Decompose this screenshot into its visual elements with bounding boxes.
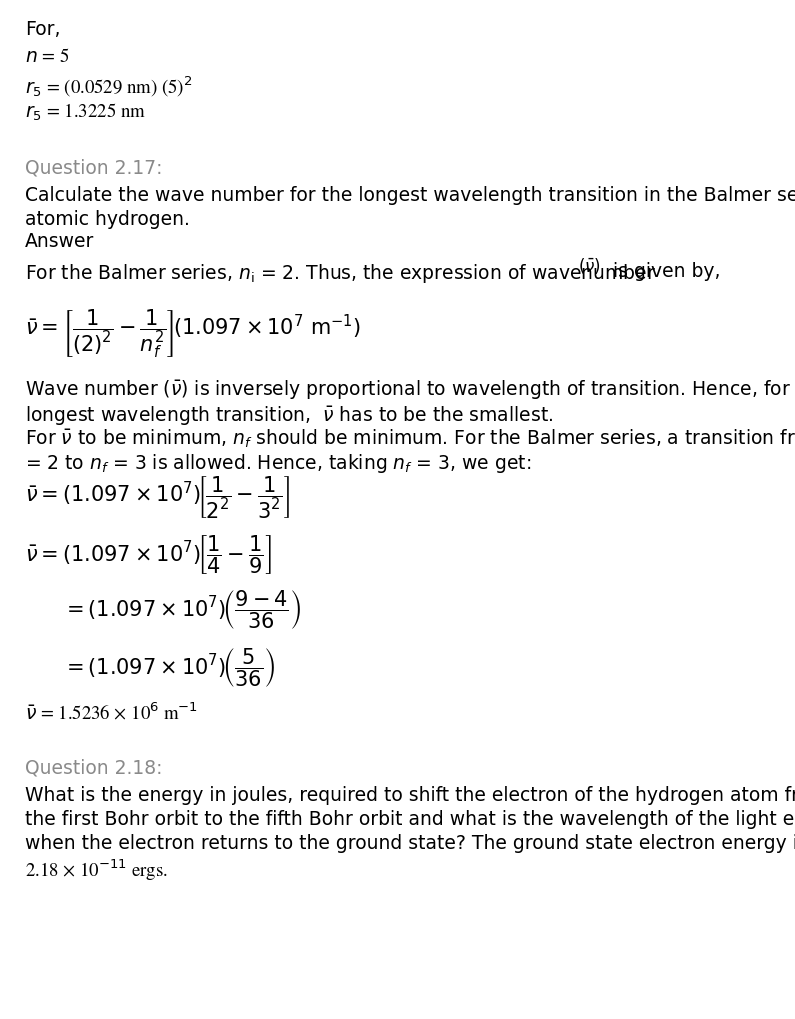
- Text: $n$ = 5: $n$ = 5: [25, 48, 69, 66]
- Text: $r_5$ = 1.3225 nm: $r_5$ = 1.3225 nm: [25, 102, 146, 123]
- Text: Question 2.18:: Question 2.18:: [25, 757, 162, 776]
- Text: atomic hydrogen.: atomic hydrogen.: [25, 210, 190, 229]
- Text: $= \left(1.097\times10^7\right)\!\left(\dfrac{5}{36}\right)$: $= \left(1.097\times10^7\right)\!\left(\…: [62, 645, 276, 688]
- Text: $\bar{\nu}$ = 1.5236 × 10$^6$ m$^{-1}$: $\bar{\nu}$ = 1.5236 × 10$^6$ m$^{-1}$: [25, 701, 198, 722]
- Text: when the electron returns to the ground state? The ground state electron energy : when the electron returns to the ground …: [25, 834, 795, 852]
- Text: What is the energy in joules, required to shift the electron of the hydrogen ato: What is the energy in joules, required t…: [25, 786, 795, 804]
- Text: the first Bohr orbit to the fifth Bohr orbit and what is the wavelength of the l: the first Bohr orbit to the fifth Bohr o…: [25, 809, 795, 828]
- Text: $= \left(1.097\times10^7\right)\!\left(\dfrac{9-4}{36}\right)$: $= \left(1.097\times10^7\right)\!\left(\…: [62, 587, 301, 631]
- Text: Wave number $(\bar{\nu})$ is inversely proportional to wavelength of transition.: Wave number $(\bar{\nu})$ is inversely p…: [25, 378, 795, 400]
- Text: $\bar{\nu} = \left(1.097\times10^7\right)\!\left[\dfrac{1}{4} - \dfrac{1}{9}\rig: $\bar{\nu} = \left(1.097\times10^7\right…: [25, 533, 272, 576]
- Text: is given by,: is given by,: [613, 262, 720, 280]
- Text: $\bar{\nu} = \left(1.097\times10^7\right)\!\left[\dfrac{1}{2^2} - \dfrac{1}{3^2}: $\bar{\nu} = \left(1.097\times10^7\right…: [25, 475, 290, 521]
- Text: longest wavelength transition,  $\bar{\nu}$ has to be the smallest.: longest wavelength transition, $\bar{\nu…: [25, 404, 553, 427]
- Text: = 2 to $n_f$ = 3 is allowed. Hence, taking $n_f$ = 3, we get:: = 2 to $n_f$ = 3 is allowed. Hence, taki…: [25, 451, 531, 475]
- Text: Question 2.17:: Question 2.17:: [25, 158, 162, 177]
- Text: For,: For,: [25, 20, 60, 39]
- Text: $\bar{\nu} = \left[\dfrac{1}{(2)^2} - \dfrac{1}{n_f^2}\right]\!\left(1.097\times: $\bar{\nu} = \left[\dfrac{1}{(2)^2} - \d…: [25, 308, 361, 360]
- Text: For the Balmer series, $n_\mathrm{i}$ = 2. Thus, the expression of wavenumber: For the Balmer series, $n_\mathrm{i}$ = …: [25, 262, 656, 284]
- Text: Calculate the wave number for the longest wavelength transition in the Balmer se: Calculate the wave number for the longes…: [25, 185, 795, 205]
- Text: $r_5$ = (0.0529 nm) (5)$^2$: $r_5$ = (0.0529 nm) (5)$^2$: [25, 75, 192, 99]
- Text: Answer: Answer: [25, 231, 95, 251]
- Text: For $\bar{\nu}$ to be minimum, $n_f$ should be minimum. For the Balmer series, a: For $\bar{\nu}$ to be minimum, $n_f$ sho…: [25, 428, 795, 449]
- Text: 2.18 × 10$^{-11}$ ergs.: 2.18 × 10$^{-11}$ ergs.: [25, 857, 168, 882]
- Text: $(\bar{\nu})$: $(\bar{\nu})$: [578, 256, 601, 276]
